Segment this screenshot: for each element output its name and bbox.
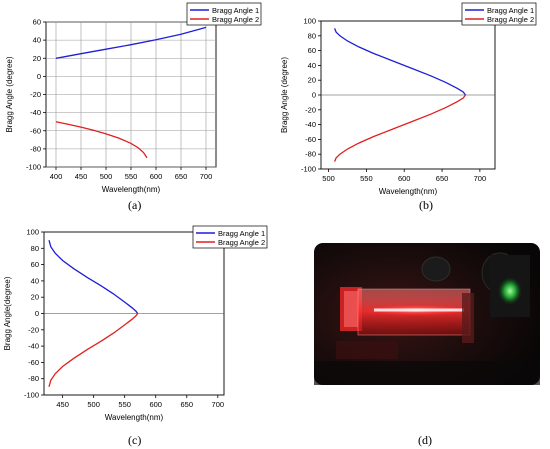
y-tick-label: -80 bbox=[30, 144, 41, 153]
y-tick-label: 0 bbox=[312, 91, 316, 100]
x-tick-label: 500 bbox=[87, 400, 100, 409]
x-tick-label: 400 bbox=[50, 172, 63, 181]
legend-label-2: Bragg Angle 2 bbox=[212, 15, 259, 24]
x-tick-label: 650 bbox=[181, 400, 194, 409]
x-tick-label: 500 bbox=[322, 174, 335, 183]
chart-b: 500 550 600 650 700 -100 -80 -60 -40 -20 0 20 40 60 80… bbox=[280, 2, 537, 196]
plot-frame bbox=[41, 231, 225, 398]
y-tick-label: 80 bbox=[308, 31, 316, 40]
y-axis-label: Bragg Angle(degree) bbox=[3, 276, 12, 350]
x-tick-label: 450 bbox=[56, 400, 69, 409]
series-line-2 bbox=[333, 94, 467, 162]
x-tick-label: 600 bbox=[150, 172, 163, 181]
y-tick-label: 60 bbox=[31, 260, 39, 269]
legend-label-2: Bragg Angle 2 bbox=[487, 15, 534, 24]
legend-label-2: Bragg Angle 2 bbox=[218, 238, 265, 247]
y-tick-label: 100 bbox=[303, 17, 316, 26]
y-tick-label: 40 bbox=[31, 276, 39, 285]
x-tick-label: 500 bbox=[100, 172, 113, 181]
y-tick-label: 60 bbox=[308, 46, 316, 55]
panel-label-a: (a) bbox=[128, 198, 142, 212]
x-axis-label: Wavelength(nm) bbox=[105, 413, 164, 422]
y-axis-label: Bragg Angle (degree) bbox=[280, 57, 289, 133]
y-tick-label: -20 bbox=[30, 90, 41, 99]
x-tick-label: 600 bbox=[398, 174, 411, 183]
y-tick-label: -100 bbox=[26, 163, 41, 172]
y-tick-label: 20 bbox=[33, 54, 41, 63]
x-tick-label: 600 bbox=[149, 400, 162, 409]
optical-mount-right bbox=[421, 252, 530, 317]
plot-frame bbox=[318, 20, 496, 172]
y-tick-label: 100 bbox=[26, 228, 39, 237]
series-line-1 bbox=[48, 240, 139, 314]
laser-setup-photo bbox=[314, 243, 540, 385]
y-tick-label: -20 bbox=[28, 325, 39, 334]
y-tick-label: -20 bbox=[305, 105, 316, 114]
y-tick-label: 0 bbox=[35, 309, 39, 318]
y-tick-label: -40 bbox=[28, 342, 39, 351]
x-tick-label: 650 bbox=[175, 172, 188, 181]
y-tick-label: 60 bbox=[33, 18, 41, 27]
y-tick-label: -60 bbox=[28, 358, 39, 367]
y-tick-label: 40 bbox=[308, 61, 316, 70]
x-axis-label: Wavelength(nm) bbox=[102, 185, 161, 194]
y-tick-label: 0 bbox=[37, 72, 41, 81]
x-tick-label: 700 bbox=[200, 172, 213, 181]
y-tick-label: 80 bbox=[31, 244, 39, 253]
panel-label-d: (d) bbox=[418, 433, 432, 447]
red-glow-left bbox=[340, 287, 362, 331]
legend-label-1: Bragg Angle 1 bbox=[487, 6, 534, 15]
x-axis-label: Wavelength(nm) bbox=[379, 187, 438, 196]
series-line-1 bbox=[333, 28, 467, 96]
y-tick-label: -80 bbox=[28, 374, 39, 383]
y-tick-label: -60 bbox=[30, 126, 41, 135]
y-tick-label: -60 bbox=[305, 135, 316, 144]
y-tick-label: -100 bbox=[24, 391, 39, 400]
x-tick-label: 550 bbox=[125, 172, 138, 181]
x-tick-label: 700 bbox=[212, 400, 225, 409]
y-axis-label: Bragg Angle (degree) bbox=[5, 56, 14, 132]
legend-label-1: Bragg Angle 1 bbox=[218, 229, 265, 238]
y-tick-label: 20 bbox=[308, 76, 316, 85]
series-line-2 bbox=[55, 121, 148, 159]
series-line-1 bbox=[55, 26, 207, 59]
chart-c: 450 500 550 600 650 700 -100 -80 -60 -40 -20 0 20 40 6… bbox=[3, 225, 268, 422]
x-tick-label: 450 bbox=[75, 172, 88, 181]
y-tick-label: 40 bbox=[33, 36, 41, 45]
y-tick-label: -40 bbox=[30, 108, 41, 117]
x-tick-label: 700 bbox=[474, 174, 487, 183]
panel-label-c: (c) bbox=[128, 433, 142, 447]
y-tick-label: -40 bbox=[305, 120, 316, 129]
chart-a: 400 450 500 550 600 650 700 -100 -80 -60 -40 -20 0 20… bbox=[5, 2, 262, 194]
panel-label-b: (b) bbox=[419, 198, 433, 212]
plot-frame bbox=[43, 21, 217, 170]
x-tick-label: 650 bbox=[436, 174, 449, 183]
y-tick-label: -80 bbox=[305, 150, 316, 159]
series-line-2 bbox=[48, 313, 139, 387]
x-tick-label: 550 bbox=[118, 400, 131, 409]
y-tick-label: 20 bbox=[31, 293, 39, 302]
x-tick-label: 550 bbox=[360, 174, 373, 183]
legend-label-1: Bragg Angle 1 bbox=[212, 6, 259, 15]
y-tick-label: -100 bbox=[301, 165, 316, 174]
